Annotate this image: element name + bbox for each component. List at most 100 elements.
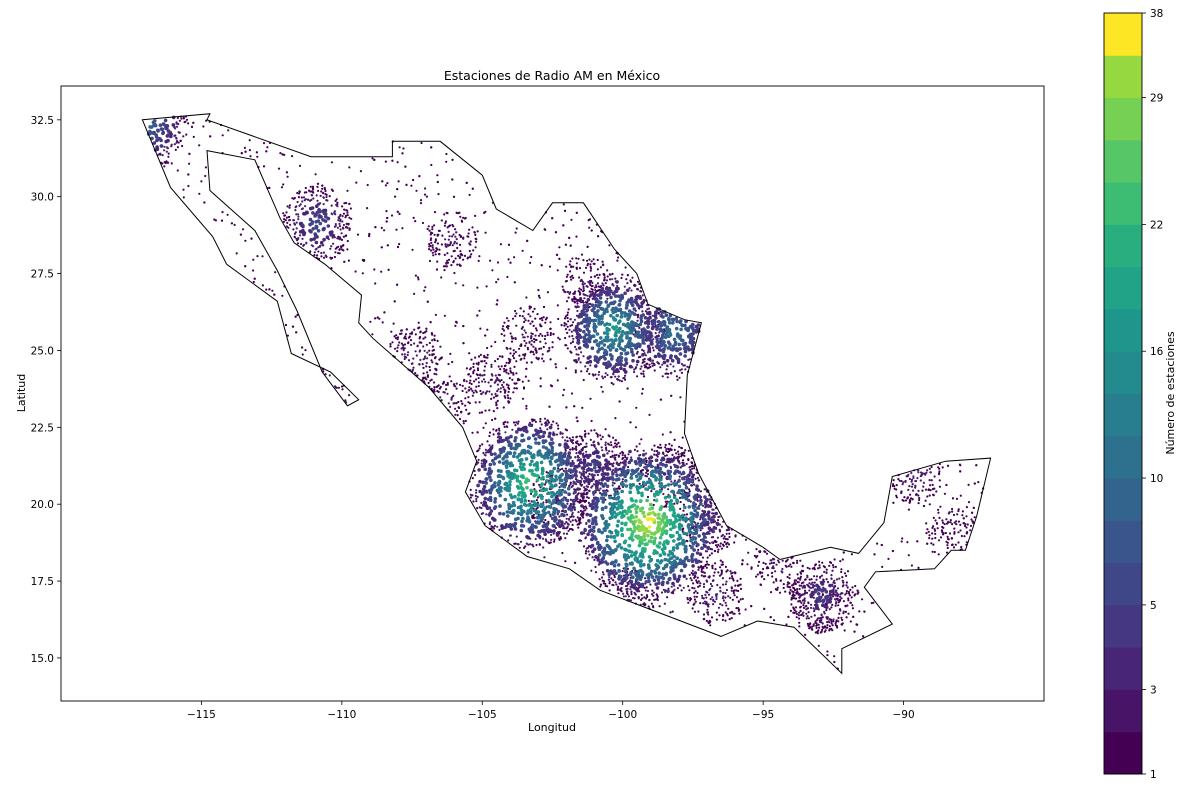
station-point (711, 541, 714, 544)
station-point (726, 538, 729, 541)
station-point (336, 237, 339, 240)
station-point (446, 252, 449, 255)
station-point (503, 370, 506, 373)
station-point (398, 146, 401, 149)
station-point (673, 502, 676, 505)
station-point (832, 618, 835, 621)
station-point (476, 369, 480, 372)
station-point (649, 339, 654, 344)
station-point (346, 239, 349, 243)
station-point (707, 613, 710, 616)
station-point (540, 264, 543, 267)
station-point (696, 576, 699, 579)
station-point (726, 569, 729, 572)
station-point (728, 532, 731, 535)
station-point (666, 589, 670, 594)
station-point (329, 247, 332, 250)
station-point (597, 285, 600, 288)
station-point (977, 481, 980, 484)
station-point (682, 364, 685, 367)
station-point (957, 541, 960, 544)
station-point (691, 569, 694, 573)
station-point (488, 431, 492, 434)
station-point (799, 559, 802, 562)
station-point (309, 185, 312, 188)
station-point (555, 533, 560, 537)
station-point (403, 353, 406, 356)
station-point (490, 393, 493, 396)
station-point (590, 267, 593, 270)
station-point (568, 236, 571, 239)
station-point (440, 399, 443, 402)
station-point (712, 514, 716, 519)
station-point (428, 349, 431, 352)
station-point (653, 444, 656, 447)
station-point (653, 354, 658, 359)
station-point (594, 565, 597, 569)
station-point (521, 249, 524, 252)
station-point (520, 344, 523, 347)
station-point (575, 235, 578, 238)
station-point (594, 447, 598, 450)
station-point (565, 517, 568, 520)
station-point (580, 531, 584, 535)
station-point (817, 623, 820, 626)
station-point (433, 211, 437, 214)
station-point (900, 540, 903, 543)
station-point (305, 210, 309, 215)
station-point (322, 203, 325, 206)
station-point (670, 358, 675, 363)
station-point (200, 180, 203, 183)
station-point (427, 381, 430, 385)
station-point (932, 543, 935, 546)
station-point (415, 354, 418, 357)
station-point (515, 387, 518, 390)
station-point (778, 561, 781, 564)
station-point (361, 272, 364, 275)
station-point (621, 273, 624, 276)
station-point (919, 479, 922, 482)
station-point (621, 450, 624, 454)
station-point (316, 185, 319, 188)
station-point (663, 353, 667, 358)
station-point (471, 226, 474, 229)
station-point (674, 457, 678, 460)
station-point (633, 370, 636, 374)
station-points (146, 115, 985, 670)
station-point (244, 265, 247, 268)
station-point (769, 591, 773, 594)
station-point (833, 593, 836, 596)
station-point (493, 381, 496, 384)
station-point (676, 587, 680, 590)
station-point (371, 333, 374, 336)
station-point (562, 469, 565, 472)
station-point (454, 235, 457, 238)
station-point (625, 590, 629, 593)
station-point (685, 577, 688, 580)
station-point (902, 481, 905, 484)
station-point (821, 561, 824, 564)
station-point (830, 620, 833, 623)
station-point (845, 616, 848, 619)
station-point (722, 614, 725, 617)
station-point (431, 232, 434, 235)
station-point (598, 273, 601, 276)
station-point (285, 171, 288, 174)
station-point (944, 531, 948, 535)
station-point (459, 215, 462, 218)
station-point (582, 545, 586, 548)
station-point (546, 333, 549, 337)
station-point (490, 527, 493, 530)
station-point (651, 589, 654, 592)
station-point (770, 561, 773, 565)
station-point (380, 226, 383, 229)
station-point (558, 531, 561, 534)
station-point (584, 435, 587, 438)
station-point (435, 249, 438, 252)
station-point (384, 160, 387, 163)
station-point (378, 317, 381, 320)
station-point (824, 602, 827, 605)
station-point (641, 348, 644, 351)
station-point (464, 404, 467, 407)
station-point (891, 549, 895, 553)
